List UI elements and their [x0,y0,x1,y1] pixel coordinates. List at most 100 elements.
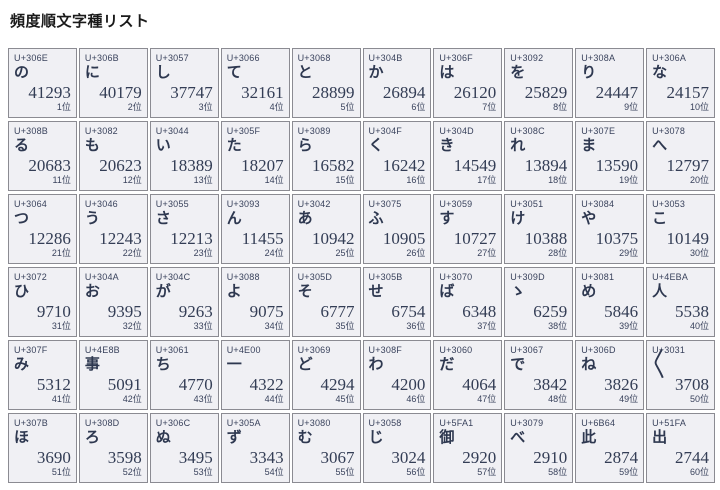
rank-label: 44位 [264,394,284,405]
frequency-count: 20683 [28,156,71,176]
frequency-count: 6259 [533,302,568,322]
rank-label: 54位 [264,467,284,478]
rank-label: 19位 [619,175,639,186]
character-glyph: 此 [581,428,597,446]
codepoint-label: U+3092 [510,53,544,63]
rank-label: 39位 [619,321,639,332]
rank-label: 2位 [127,102,142,113]
character-glyph: を [510,63,526,81]
rank-label: 12位 [122,175,142,186]
rank-label: 37位 [477,321,497,332]
codepoint-label: U+305A [226,418,261,428]
char-cell: U+3051 け 10388 28位 [504,194,574,264]
frequency-count: 3708 [675,375,709,395]
character-glyph: お [84,282,100,300]
char-cell: U+3075 ふ 10905 26位 [362,194,432,264]
codepoint-label: U+3075 [368,199,402,209]
codepoint-label: U+3060 [439,345,473,355]
character-glyph: で [510,355,526,373]
character-glyph: の [14,63,30,81]
frequency-count: 16582 [312,156,355,176]
codepoint-label: U+308F [368,345,402,355]
char-cell: U+308F わ 4200 46位 [362,340,432,410]
rank-label: 8位 [553,102,568,113]
rank-label: 41位 [51,394,71,405]
codepoint-label: U+3068 [297,53,331,63]
char-cell: U+305A ず 3343 54位 [220,413,290,483]
char-cell: U+304B か 26894 6位 [362,48,432,118]
codepoint-label: U+6B64 [581,418,616,428]
frequency-count: 20623 [99,156,142,176]
char-cell: U+306F は 26120 7位 [433,48,503,118]
codepoint-label: U+3061 [155,345,189,355]
character-glyph: し [155,63,171,81]
character-glyph: な [652,63,668,81]
character-glyph: ね [581,355,597,373]
codepoint-label: U+3064 [14,199,47,209]
rank-label: 9位 [624,102,639,113]
char-cell: U+3089 ら 16582 15位 [291,121,361,191]
rank-label: 22位 [122,248,142,259]
rank-label: 20位 [689,175,709,186]
char-cell: U+3053 こ 10149 30位 [646,194,715,264]
character-glyph: 人 [652,282,668,300]
codepoint-label: U+3051 [510,199,544,209]
codepoint-label: U+3069 [297,345,331,355]
rank-label: 21位 [51,248,71,259]
char-cell: U+3093 ん 11455 24位 [220,194,290,264]
rank-label: 60位 [689,467,709,478]
char-cell: U+3067 で 3842 48位 [504,340,574,410]
codepoint-label: U+3044 [155,126,189,136]
character-glyph: せ [368,282,384,300]
codepoint-label: U+305B [368,272,403,282]
character-glyph: わ [368,355,384,373]
char-cell: U+5FA1 御 2920 57位 [433,413,503,483]
codepoint-label: U+309D [510,272,545,282]
rank-label: 58位 [548,467,568,478]
codepoint-label: U+307E [581,126,616,136]
char-cell: U+3031 〱 3708 50位 [646,340,715,410]
rank-label: 27位 [477,248,497,259]
frequency-count: 6348 [462,302,497,322]
frequency-count: 13894 [524,156,568,176]
frequency-count: 26894 [382,83,426,103]
frequency-count: 5312 [36,375,71,395]
character-glyph: こ [652,209,668,227]
codepoint-label: U+3059 [439,199,473,209]
char-cell: U+3072 ひ 9710 31位 [8,267,77,337]
frequency-count: 10727 [453,229,497,249]
frequency-count: 3343 [249,448,284,468]
rank-label: 32位 [122,321,142,332]
char-cell: U+304D き 14549 17位 [433,121,503,191]
frequency-count: 14549 [453,156,497,176]
frequency-count: 3598 [107,448,142,468]
frequency-count: 9710 [36,302,71,322]
character-glyph: ふ [368,209,384,227]
rank-label: 10位 [689,102,709,113]
char-cell: U+308D ろ 3598 52位 [78,413,148,483]
char-cell: U+306B に 40179 2位 [78,48,148,118]
char-cell: U+3042 あ 10942 25位 [291,194,361,264]
codepoint-label: U+3079 [510,418,544,428]
char-cell: U+51FA 出 2744 60位 [646,413,715,483]
char-cell: U+6B64 此 2874 59位 [575,413,645,483]
character-glyph: ず [226,428,242,446]
frequency-count: 9263 [178,302,213,322]
codepoint-label: U+3089 [297,126,331,136]
rank-label: 18位 [548,175,568,186]
rank-label: 48位 [548,394,568,405]
char-cell: U+3066 て 32161 4位 [220,48,290,118]
character-grid: U+306E の 41293 1位 U+306B に 40179 2位 U+30… [8,48,715,483]
frequency-count: 10942 [312,229,355,249]
character-glyph: 御 [439,428,455,446]
frequency-count: 5538 [675,302,709,322]
char-cell: U+306A な 24157 10位 [646,48,715,118]
frequency-count: 24447 [595,83,639,103]
char-cell: U+3084 や 10375 29位 [575,194,645,264]
char-cell: U+3081 め 5846 39位 [575,267,645,337]
rank-label: 35位 [335,321,355,332]
character-glyph: だ [439,355,455,373]
frequency-count: 3067 [320,448,355,468]
codepoint-label: U+3088 [226,272,260,282]
character-glyph: ぬ [155,428,171,446]
